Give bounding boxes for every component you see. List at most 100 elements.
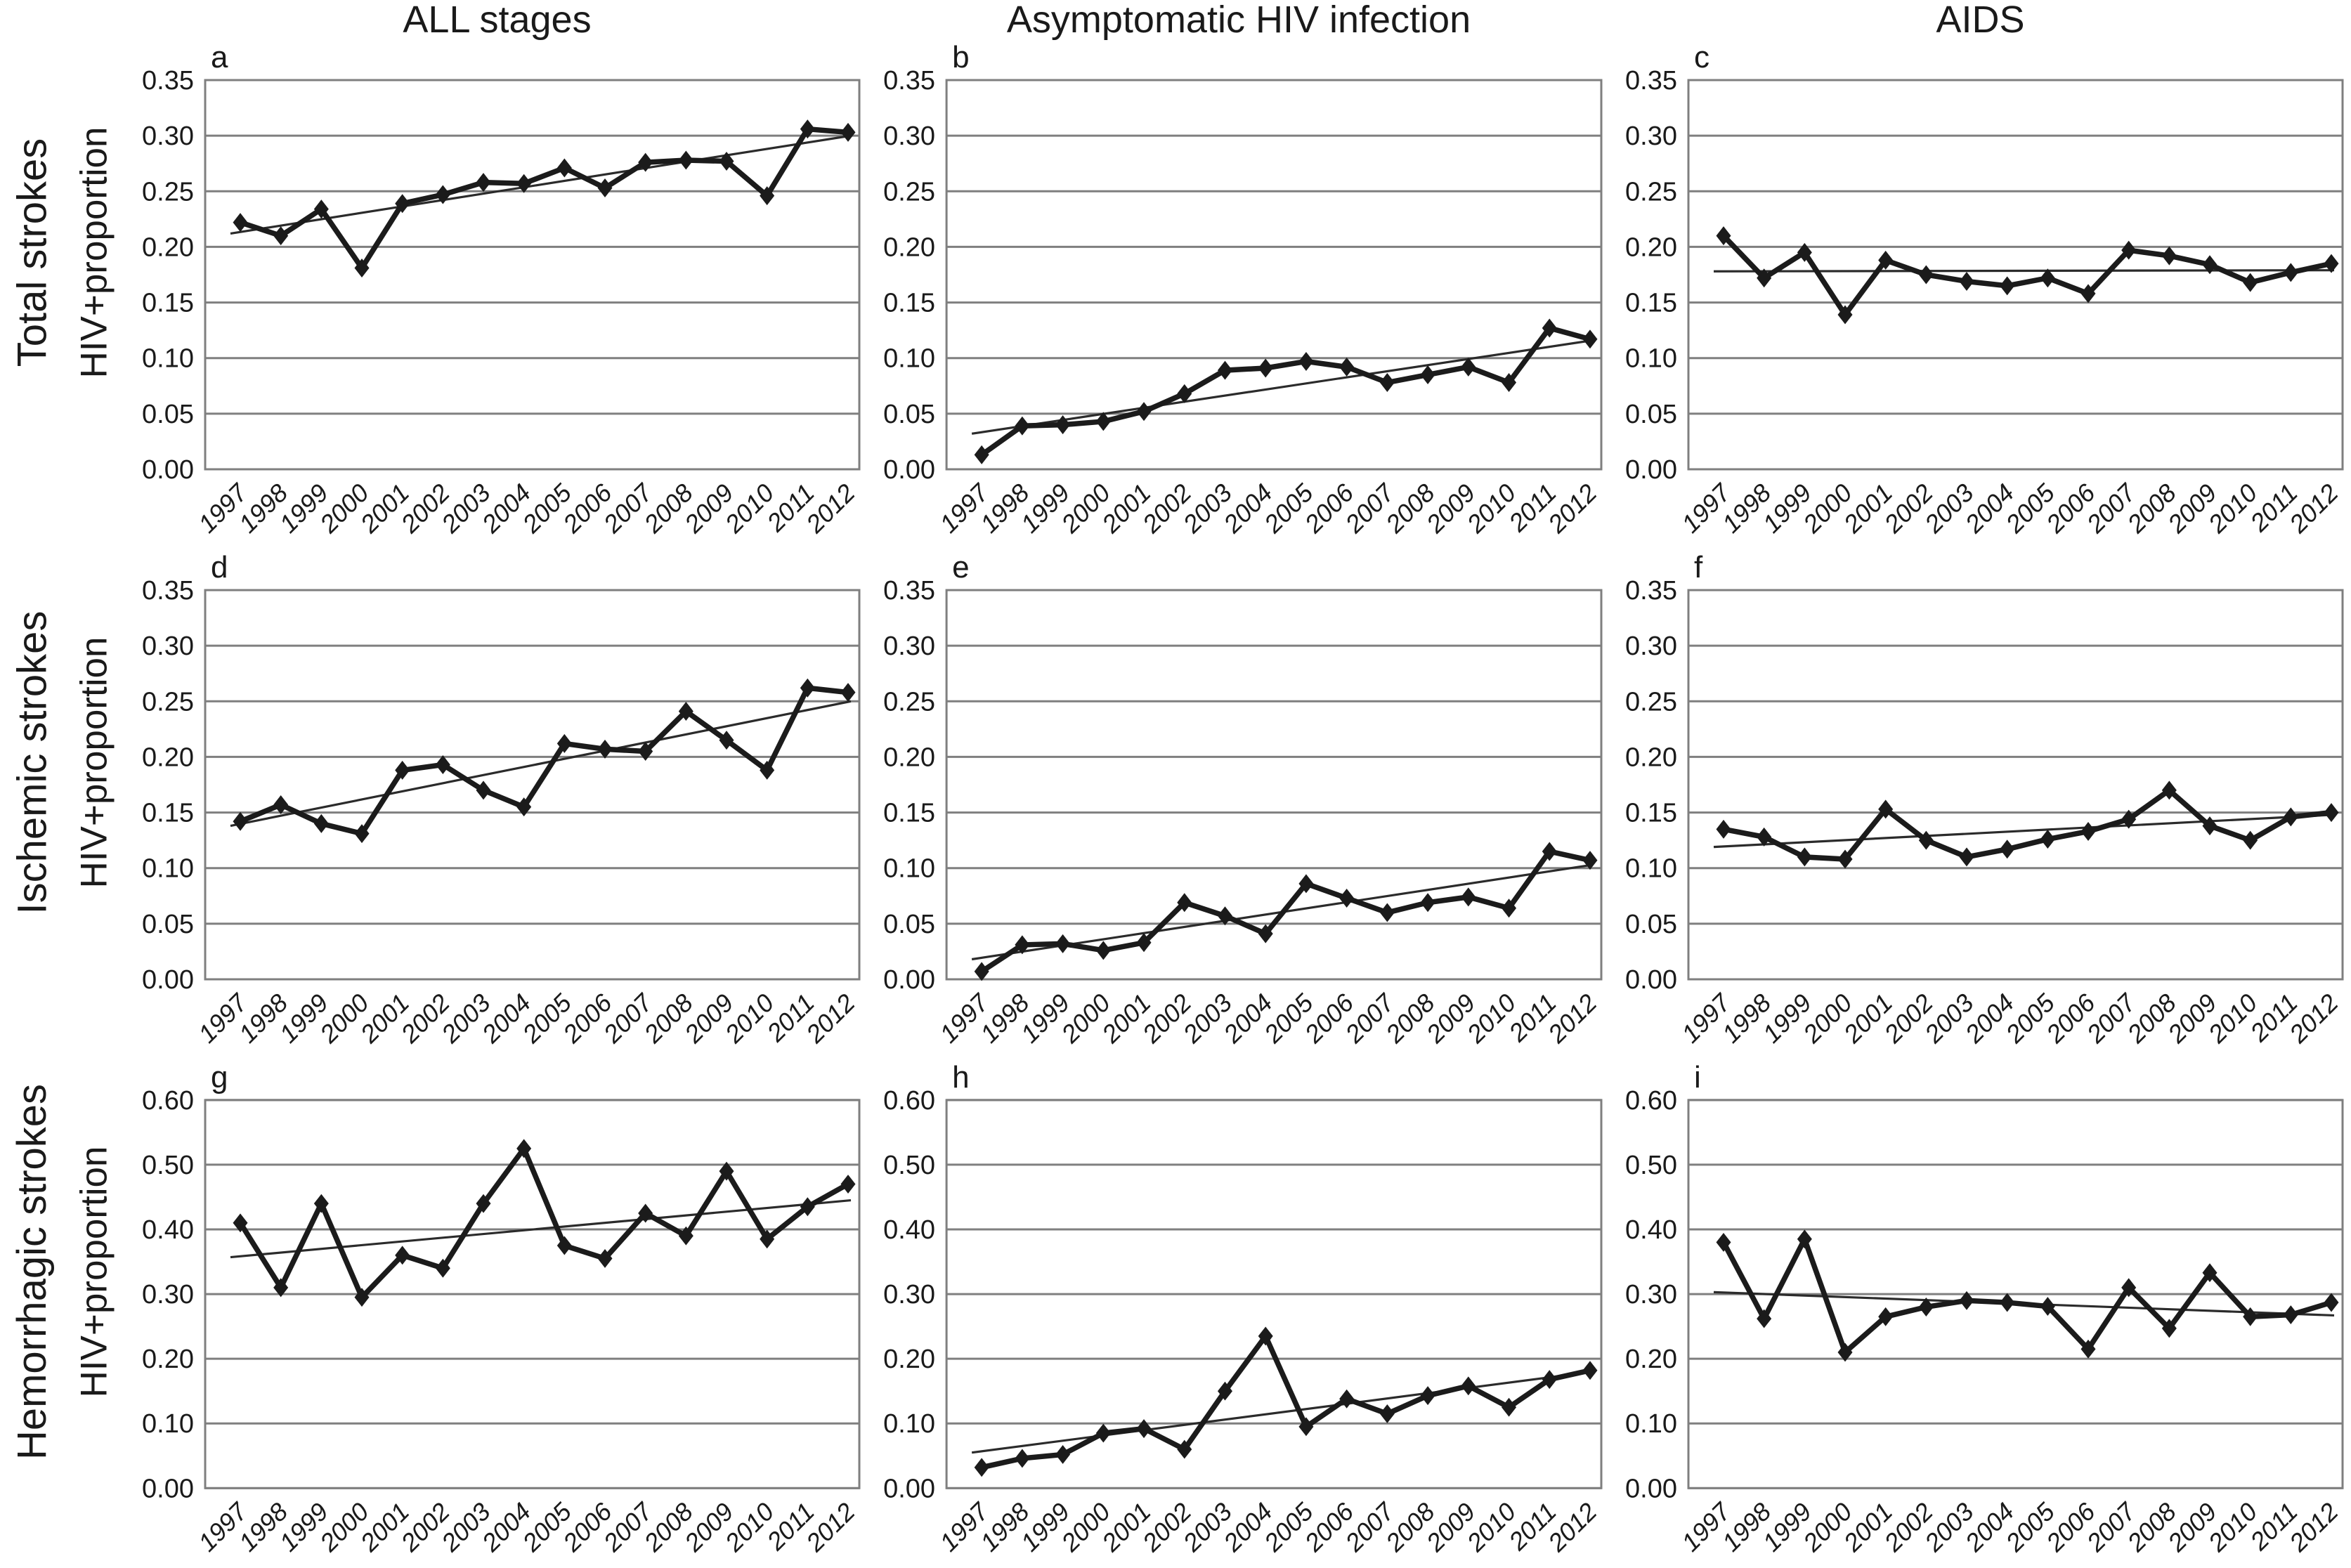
plot-border: [945, 589, 1603, 981]
panel-h: h 0.00 0.10 0.20 0.30 0.40 0.50 0.60 1997 1998 199…: [868, 1059, 1610, 1568]
row-title: Ischemic strokes: [9, 610, 56, 914]
data-point-marker: [2202, 1263, 2218, 1283]
data-point-marker: [2202, 255, 2218, 275]
data-point-marker: [1339, 1389, 1355, 1409]
data-point-marker: [1379, 373, 1395, 393]
x-tick-label: 2012: [2283, 478, 2343, 539]
data-point-marker: [638, 1203, 653, 1223]
data-point-marker: [1095, 412, 1111, 431]
y-tick-label: 0.40: [1625, 1215, 1677, 1245]
plot-border: [204, 79, 861, 471]
x-tick-label: 2012: [800, 1497, 860, 1557]
column-title-all-stages: ALL stages: [403, 0, 592, 41]
data-point-marker: [1461, 887, 1476, 907]
panel-d: d 0.00 0.05 0.10 0.15 0.20 0.25 0.30 0.35 1997 199…: [126, 549, 868, 1059]
data-point-marker: [1716, 1232, 1731, 1252]
data-point-marker: [516, 1139, 532, 1158]
chart-svg: b0.000.050.100.150.200.250.300.351997199…: [883, 40, 1603, 539]
data-point-marker: [1298, 1417, 1314, 1437]
plot-border: [204, 589, 861, 981]
y-tick-label: 0.05: [142, 910, 194, 939]
row-label-ischemic-strokes: Ischemic strokes HIV+proportion: [0, 549, 126, 1059]
panel-letter: c: [1694, 40, 1709, 74]
y-tick-label: 0.20: [883, 1345, 935, 1374]
data-point-marker: [1339, 357, 1355, 377]
data-point-marker: [2283, 807, 2298, 827]
data-point-marker: [1837, 849, 1853, 869]
data-series-line: [1723, 787, 2332, 862]
plot-border: [945, 79, 1603, 471]
data-point-marker: [2243, 273, 2258, 292]
data-point-marker: [1136, 402, 1152, 422]
data-point-marker: [760, 186, 775, 206]
data-point-marker: [233, 1213, 248, 1233]
data-point-marker: [2243, 1307, 2258, 1326]
y-tick-label: 0.10: [142, 344, 194, 374]
data-point-marker: [1582, 1361, 1598, 1380]
data-point-marker: [1757, 268, 1772, 288]
y-tick-label: 0.35: [142, 576, 194, 606]
plot-border: [204, 1099, 861, 1489]
y-tick-label: 0.00: [883, 1474, 935, 1503]
data-point-marker: [1298, 874, 1314, 894]
data-point-marker: [2040, 830, 2055, 849]
y-tick-label: 0.60: [883, 1086, 935, 1116]
data-point-marker: [1258, 358, 1273, 378]
data-point-marker: [974, 962, 989, 981]
y-tick-label: 0.15: [142, 289, 194, 318]
data-point-marker: [1878, 250, 1894, 270]
data-point-marker: [1959, 847, 1974, 867]
y-tick-label: 0.10: [883, 1409, 935, 1439]
x-tick-label: 2012: [1542, 478, 1602, 539]
y-tick-label: 0.00: [883, 455, 935, 485]
data-point-marker: [435, 185, 450, 204]
data-point-marker: [354, 1288, 370, 1307]
data-point-marker: [2000, 276, 2015, 296]
data-point-marker: [2324, 803, 2339, 823]
data-point-marker: [2283, 1305, 2298, 1325]
plot-border: [945, 1099, 1603, 1489]
y-tick-label: 0.50: [142, 1151, 194, 1180]
x-tick-label: 2012: [1542, 1497, 1602, 1557]
y-tick-label: 0.20: [1625, 233, 1677, 262]
data-point-marker: [1837, 305, 1853, 325]
data-point-marker: [1136, 933, 1152, 953]
y-tick-label: 0.20: [1625, 1345, 1677, 1374]
y-tick-label: 0.35: [142, 66, 194, 96]
data-point-marker: [2121, 240, 2137, 260]
plot-border: [1687, 589, 2344, 981]
y-tick-label: 0.30: [883, 1280, 935, 1309]
data-point-marker: [2324, 1293, 2339, 1312]
y-tick-label: 0.35: [1625, 576, 1677, 606]
data-point-marker: [516, 797, 532, 817]
trend-line: [1713, 269, 2335, 273]
data-point-marker: [1217, 906, 1232, 926]
data-point-marker: [556, 733, 572, 753]
data-point-marker: [2121, 1278, 2137, 1298]
data-point-marker: [233, 213, 248, 233]
data-point-marker: [1095, 1423, 1111, 1443]
data-point-marker: [1379, 1404, 1395, 1423]
column-title-aids: AIDS: [1936, 0, 2025, 41]
row-label-hemorrhagic-strokes: Hemorrhagic strokes HIV+proportion: [0, 1059, 126, 1568]
data-point-marker: [800, 678, 815, 698]
y-tick-label: 0.00: [1625, 1474, 1677, 1503]
data-point-marker: [974, 1458, 989, 1477]
data-point-marker: [1420, 365, 1435, 384]
y-tick-label: 0.30: [1625, 122, 1677, 151]
data-point-marker: [1757, 827, 1772, 847]
data-point-marker: [2283, 263, 2298, 282]
data-point-marker: [2080, 1339, 2096, 1359]
data-point-marker: [2000, 1293, 2015, 1312]
data-series-line: [980, 848, 1591, 974]
data-point-marker: [1716, 226, 1731, 246]
y-tick-label: 0.30: [883, 632, 935, 661]
y-tick-label: 0.10: [883, 854, 935, 884]
data-point-marker: [1716, 819, 1731, 839]
data-point-marker: [840, 683, 856, 703]
y-tick-label: 0.10: [142, 1409, 194, 1439]
y-tick-label: 0.00: [142, 1474, 194, 1503]
data-point-marker: [1298, 351, 1314, 371]
x-tick-label: 2012: [1542, 988, 1602, 1049]
panel-letter: a: [211, 40, 228, 74]
